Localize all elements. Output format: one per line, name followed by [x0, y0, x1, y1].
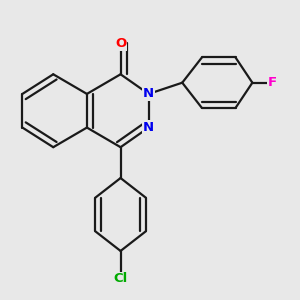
Text: N: N	[143, 87, 154, 101]
Text: Cl: Cl	[113, 272, 128, 286]
Text: O: O	[115, 37, 126, 50]
Text: N: N	[143, 121, 154, 134]
Text: F: F	[267, 76, 277, 89]
